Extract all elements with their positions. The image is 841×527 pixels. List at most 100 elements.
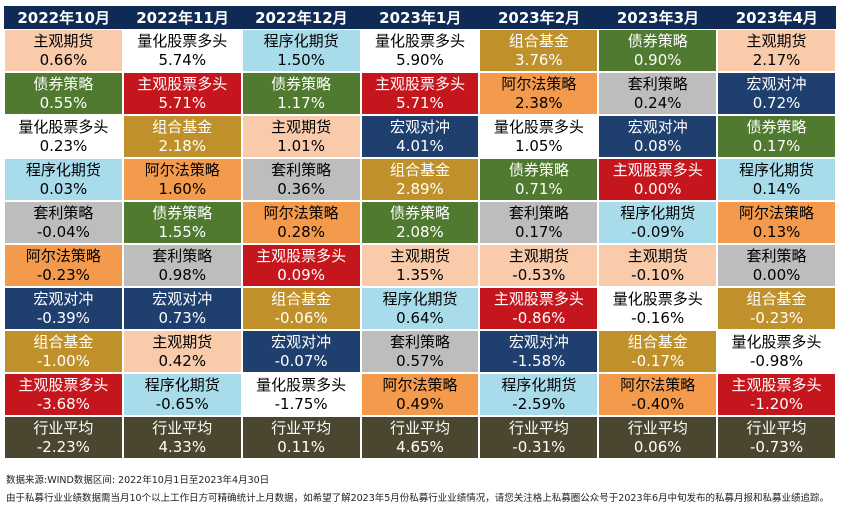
strategy-label: 量化股票多头 — [374, 31, 465, 50]
strategy-label: 主观期货 — [389, 246, 450, 265]
table-cell: 套利策略 0.57% — [360, 330, 480, 373]
return-value: -0.98% — [750, 351, 804, 370]
return-value: 0.17% — [515, 222, 563, 241]
table-cell: 主观股票多头 0.09% — [241, 244, 361, 287]
return-value: 0.73% — [158, 308, 207, 327]
table-cell: 行业平均 0.06% — [598, 416, 718, 459]
return-value: 0.11% — [277, 437, 325, 456]
strategy-label: 量化股票多头 — [612, 289, 703, 308]
return-value: 0.55% — [39, 93, 88, 112]
table-cell: 主观股票多头 5.71% — [360, 72, 480, 115]
table-cell: 宏观对冲 0.08% — [598, 115, 718, 158]
strategy-label: 程序化期货 — [144, 375, 220, 394]
return-value: 0.49% — [396, 394, 444, 413]
strategy-label: 套利策略 — [152, 246, 213, 265]
return-value: 2.89% — [396, 179, 444, 198]
strategy-label: 阿尔法策略 — [739, 203, 815, 222]
return-value: 1.35% — [396, 265, 444, 284]
return-value: 2.08% — [396, 222, 444, 241]
return-value: 0.24% — [633, 93, 682, 112]
strategy-label: 主观期货 — [746, 31, 807, 50]
return-value: 0.72% — [752, 93, 801, 112]
strategy-label: 行业平均 — [627, 418, 688, 437]
strategy-label: 宏观对冲 — [746, 74, 807, 93]
table-cell: 阿尔法策略 0.49% — [360, 373, 480, 416]
return-value: -0.39% — [36, 308, 90, 327]
strategy-label: 主观期货 — [627, 246, 688, 265]
strategy-label: 宏观对冲 — [152, 289, 213, 308]
strategy-label: 阿尔法策略 — [144, 160, 220, 179]
table-cell: 主观期货 0.66% — [4, 29, 123, 72]
return-value: 2.18% — [158, 136, 207, 155]
return-value: 0.42% — [158, 351, 207, 370]
return-value: 1.60% — [158, 179, 207, 198]
strategy-label: 行业平均 — [508, 418, 569, 437]
return-value: 3.76% — [515, 50, 563, 69]
table-cell: 主观期货 0.42% — [122, 330, 242, 373]
table-cell: 债券策略 1.55% — [122, 201, 242, 244]
table-cell: 量化股票多头 5.74% — [122, 29, 242, 72]
strategy-label: 组合基金 — [389, 160, 450, 179]
return-value: 0.64% — [396, 308, 444, 327]
table-cell: 量化股票多头 0.23% — [4, 115, 123, 158]
return-value: -0.09% — [631, 222, 685, 241]
table-cell: 行业平均 -0.31% — [479, 416, 599, 459]
strategy-label: 阿尔法策略 — [501, 74, 577, 93]
return-value: -2.23% — [36, 437, 90, 456]
return-value: 1.01% — [277, 136, 325, 155]
strategy-label: 阿尔法策略 — [620, 375, 696, 394]
return-value: 1.05% — [515, 136, 563, 155]
column-header: 2023年3月 — [598, 6, 718, 29]
strategy-label: 组合基金 — [152, 117, 213, 136]
return-value: 5.71% — [158, 93, 207, 112]
return-value: -1.00% — [36, 351, 90, 370]
disclaimer-note: 由于私募行业业绩数据需当月10个以上工作日方可精确统计上月数据，如希望了解202… — [6, 493, 830, 504]
strategy-label: 套利策略 — [508, 203, 569, 222]
strategy-label: 套利策略 — [627, 74, 688, 93]
table-cell: 量化股票多头 5.90% — [360, 29, 480, 72]
strategy-label: 行业平均 — [389, 418, 450, 437]
strategy-label: 债券策略 — [627, 31, 688, 50]
table-cell: 主观期货 -0.53% — [479, 244, 599, 287]
return-value: 0.00% — [633, 179, 682, 198]
return-value: 0.08% — [633, 136, 682, 155]
return-value: 0.23% — [39, 136, 88, 155]
table-cell: 组合基金 2.18% — [122, 115, 242, 158]
table-cell: 宏观对冲 -1.58% — [479, 330, 599, 373]
return-value: 0.98% — [158, 265, 207, 284]
return-value: 0.90% — [633, 50, 682, 69]
table-cell: 组合基金 3.76% — [479, 29, 599, 72]
return-value: 0.66% — [39, 50, 88, 69]
return-value: 0.17% — [752, 136, 801, 155]
strategy-label: 阿尔法策略 — [263, 203, 339, 222]
return-value: -0.07% — [274, 351, 328, 370]
strategy-label: 组合基金 — [627, 332, 688, 351]
strategy-label: 债券策略 — [389, 203, 450, 222]
strategy-label: 债券策略 — [33, 74, 94, 93]
table-cell: 宏观对冲 0.73% — [122, 287, 242, 330]
table-cell: 主观股票多头 -3.68% — [4, 373, 123, 416]
strategy-label: 行业平均 — [271, 418, 332, 437]
return-value: -0.06% — [274, 308, 328, 327]
table-cell: 阿尔法策略 2.38% — [479, 72, 599, 115]
table-cell: 组合基金 2.89% — [360, 158, 480, 201]
table-cell: 宏观对冲 4.01% — [360, 115, 480, 158]
table-cell: 主观期货 1.35% — [360, 244, 480, 287]
table-cell: 债券策略 1.17% — [241, 72, 361, 115]
return-value: -0.23% — [36, 265, 90, 284]
strategy-label: 主观股票多头 — [256, 246, 347, 265]
strategy-label: 程序化期货 — [501, 375, 577, 394]
strategy-label: 程序化期货 — [739, 160, 815, 179]
strategy-label: 主观股票多头 — [731, 375, 822, 394]
return-value: 5.90% — [396, 50, 444, 69]
return-value: 1.55% — [158, 222, 207, 241]
return-value: -1.20% — [750, 394, 804, 413]
strategy-label: 主观期货 — [508, 246, 569, 265]
strategy-label: 套利策略 — [389, 332, 450, 351]
strategy-label: 主观期货 — [33, 31, 94, 50]
return-value: -0.23% — [750, 308, 804, 327]
table-cell: 主观期货 2.17% — [717, 29, 836, 72]
return-value: -1.58% — [512, 351, 566, 370]
return-value: 2.17% — [752, 50, 801, 69]
table-cell: 程序化期货 -0.09% — [598, 201, 718, 244]
